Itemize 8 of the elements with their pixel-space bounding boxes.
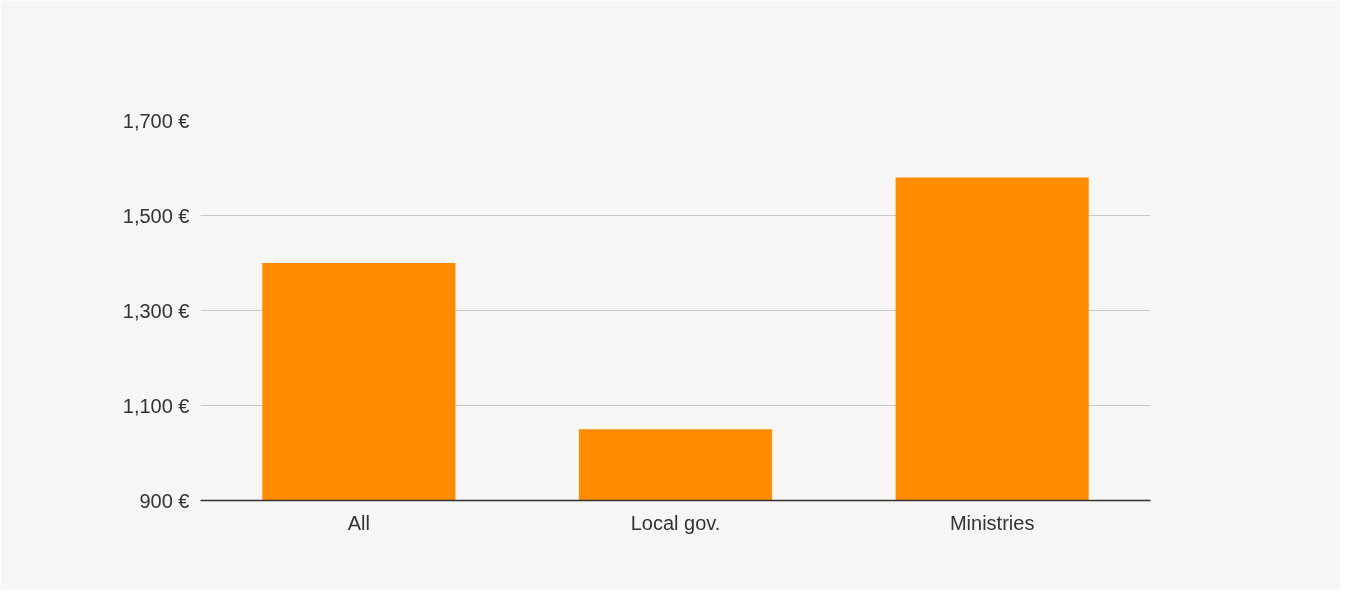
y-tick-label: 1,100 € (122, 394, 190, 417)
y-tick-label: 900 € (139, 489, 190, 512)
y-tick-label: 1,700 € (122, 109, 190, 132)
x-tick-label: Local gov. (630, 511, 721, 534)
x-tick-label: All (347, 511, 370, 534)
x-tick-label: Ministries (949, 511, 1035, 534)
y-tick-label: 1,300 € (122, 299, 190, 322)
y-tick-label: 1,500 € (122, 204, 190, 227)
